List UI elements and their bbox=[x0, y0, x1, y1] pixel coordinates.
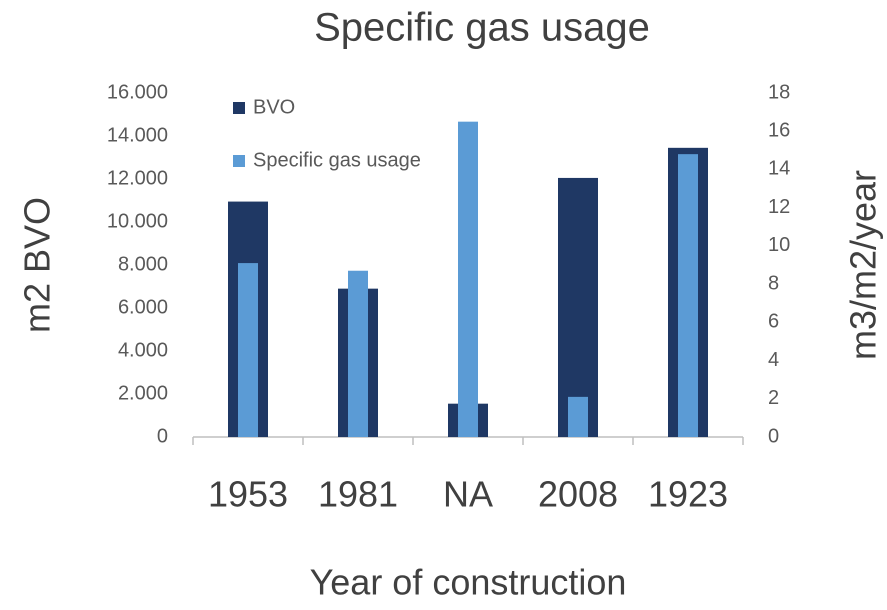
y2-tick-label: 18 bbox=[768, 81, 790, 103]
bar bbox=[348, 270, 368, 437]
y-axis-title: m2 BVO bbox=[17, 197, 58, 333]
x-tick-label: 1953 bbox=[208, 474, 288, 515]
y-tick-label: 16.000 bbox=[107, 81, 168, 103]
y-tick-label: 0 bbox=[157, 425, 168, 447]
x-tick-label: 1981 bbox=[318, 474, 398, 515]
x-axis-title: Year of construction bbox=[310, 562, 627, 603]
y2-tick-label: 4 bbox=[768, 349, 779, 371]
legend-label: BVO bbox=[253, 96, 295, 118]
y2-tick-label: 12 bbox=[768, 196, 790, 218]
y-tick-label: 8.000 bbox=[118, 253, 168, 275]
chart-title: Specific gas usage bbox=[314, 6, 650, 50]
y2-tick-label: 14 bbox=[768, 158, 790, 180]
y-tick-label: 6.000 bbox=[118, 296, 168, 318]
bar bbox=[678, 154, 698, 437]
y2-tick-label: 0 bbox=[768, 425, 779, 447]
legend-swatch bbox=[233, 155, 245, 167]
bar bbox=[238, 263, 258, 437]
x-tick-label: NA bbox=[443, 474, 493, 515]
y-tick-label: 4.000 bbox=[118, 339, 168, 361]
y-tick-label: 12.000 bbox=[107, 167, 168, 189]
y2-tick-label: 6 bbox=[768, 311, 779, 333]
x-tick-label: 1923 bbox=[648, 474, 728, 515]
y2-tick-label: 2 bbox=[768, 387, 779, 409]
y-tick-label: 10.000 bbox=[107, 210, 168, 232]
legend-swatch bbox=[233, 102, 245, 114]
legend-label: Specific gas usage bbox=[253, 149, 421, 171]
y2-axis-title: m3/m2/year bbox=[843, 170, 884, 360]
y2-tick-label: 8 bbox=[768, 272, 779, 294]
x-tick-label: 2008 bbox=[538, 474, 618, 515]
y-tick-label: 2.000 bbox=[118, 382, 168, 404]
bar bbox=[558, 177, 598, 438]
bar bbox=[568, 396, 588, 437]
y-tick-label: 14.000 bbox=[107, 124, 168, 146]
bar bbox=[458, 121, 478, 438]
y2-tick-label: 16 bbox=[768, 120, 790, 142]
y2-tick-label: 10 bbox=[768, 234, 790, 256]
